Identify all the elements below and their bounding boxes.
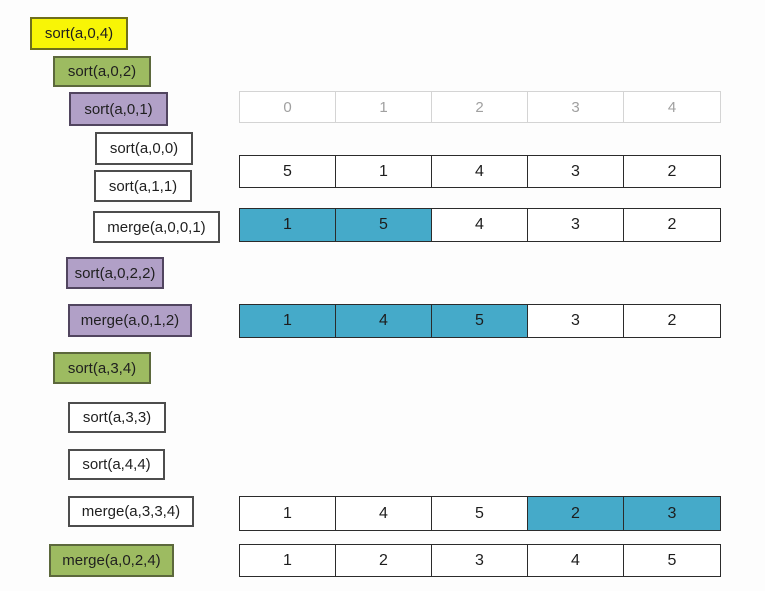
array-cell: 4 [336,305,432,337]
index-cell: 0 [240,92,336,122]
array-cell: 1 [240,497,336,530]
call-box-sort-a-3-3: sort(a,3,3) [68,402,166,433]
index-cell: 3 [528,92,624,122]
array-cell: 2 [336,545,432,576]
array-cell: 3 [528,305,624,337]
array-cell: 1 [240,209,336,241]
array-cell: 4 [528,545,624,576]
call-box-sort-a-0-1: sort(a,0,1) [69,92,168,126]
index-cell: 2 [432,92,528,122]
array-cell: 4 [432,209,528,241]
call-box-merge-a-0-2-4: merge(a,0,2,4) [49,544,174,577]
array-cell: 1 [336,156,432,187]
call-box-sort-a-0-4: sort(a,0,4) [30,17,128,50]
call-box-sort-a-4-4: sort(a,4,4) [68,449,165,480]
array-cell: 2 [528,497,624,530]
call-box-sort-a-0-2-2: sort(a,0,2,2) [66,257,164,289]
index-cell: 1 [336,92,432,122]
index-cell: 4 [667,98,677,116]
array-cell: 2 [667,162,677,180]
array-cell: 2 [667,216,677,233]
call-box-merge-a-3-3-4: merge(a,3,3,4) [68,496,194,527]
call-box-sort-a-0-2: sort(a,0,2) [53,56,151,87]
array-cell: 2 [667,312,677,329]
array-cell: 5 [336,209,432,241]
call-box-merge-a-0-0-1: merge(a,0,0,1) [93,211,220,243]
array-cell: 1 [240,545,336,576]
array-cell: 4 [336,497,432,530]
array-cell: 3 [432,545,528,576]
call-box-sort-a-1-1: sort(a,1,1) [94,170,192,202]
call-box-sort-a-3-4: sort(a,3,4) [53,352,151,384]
array-cell: 5 [667,551,677,569]
array-cell: 5 [432,497,528,530]
array-cell: 5 [432,305,528,337]
array-cell: 3 [528,209,624,241]
array-cell: 5 [240,156,336,187]
array-cell: 3 [624,497,720,530]
array-cell: 4 [432,156,528,187]
array-cell: 1 [240,305,336,337]
array-cell: 3 [528,156,624,187]
call-box-merge-a-0-1-2: merge(a,0,1,2) [68,304,192,337]
call-box-sort-a-0-0: sort(a,0,0) [95,132,193,165]
